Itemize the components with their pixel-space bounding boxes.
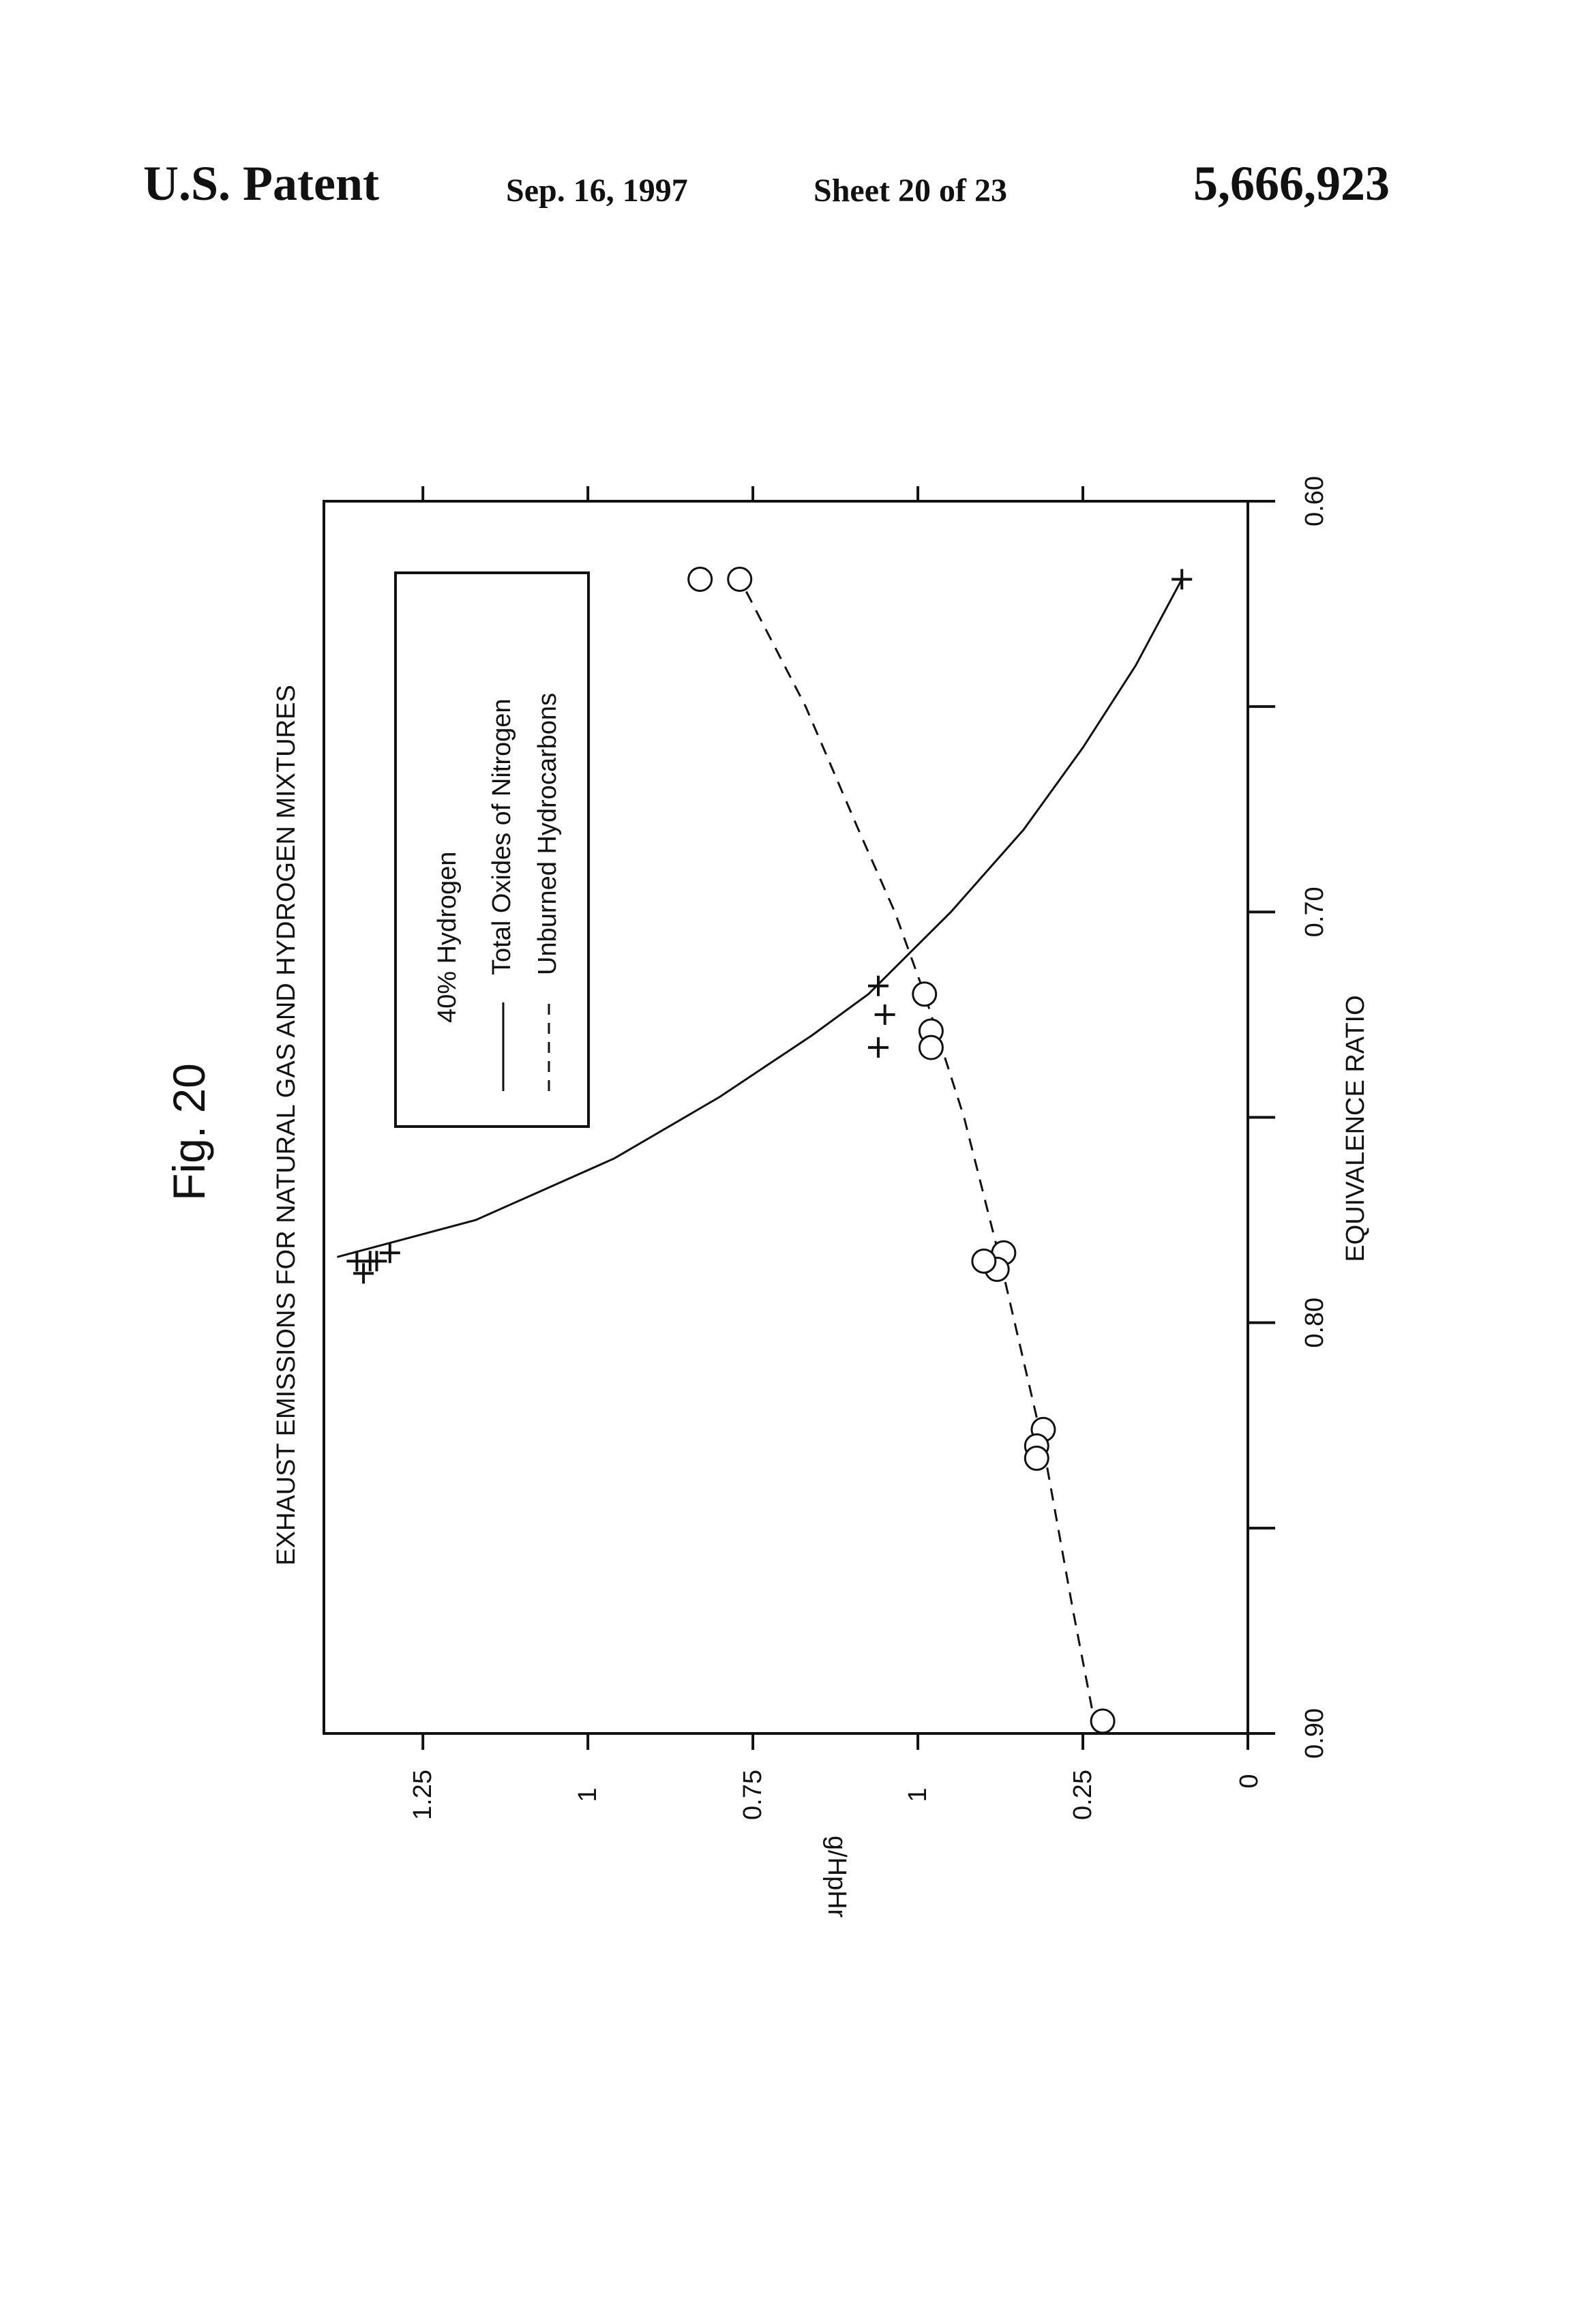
y-tick-label: 1.25 <box>408 1770 437 1820</box>
x-tick-label: 0.60 <box>1300 476 1329 526</box>
hc-point <box>728 567 751 591</box>
hc-fit-curve <box>746 592 1092 1713</box>
hc-point <box>1025 1446 1048 1470</box>
legend-entry-hc: Unburned Hydrocarbons <box>533 693 562 975</box>
nox-point <box>868 976 889 996</box>
nox-point <box>875 1004 895 1025</box>
hc-point <box>919 1036 942 1059</box>
y-tick-label: 1 <box>573 1787 602 1802</box>
x-tick-label: 0.70 <box>1300 887 1329 937</box>
hc-point <box>913 983 936 1006</box>
legend-entry-nox: Total Oxides of Nitrogen <box>488 698 516 975</box>
nox-point <box>868 1037 889 1058</box>
x-tick-label: 0.90 <box>1300 1708 1329 1759</box>
x-tick-label: 0.80 <box>1300 1298 1329 1348</box>
hc-point <box>972 1249 996 1272</box>
chart-title: EXHAUST EMISSIONS FOR NATURAL GAS AND HY… <box>272 685 301 1566</box>
nox-point <box>1171 569 1192 589</box>
hc-point <box>1091 1710 1114 1733</box>
y-tick-label: 1 <box>904 1787 932 1802</box>
y-axis-label: g/HpHr <box>822 1836 851 1918</box>
y-tick-label: 0.75 <box>738 1770 767 1820</box>
x-axis-label: EQUIVALENCE RATIO <box>1341 995 1370 1262</box>
y-tick-label: 0.25 <box>1069 1770 1097 1820</box>
legend-title: 40% Hydrogen <box>433 852 462 1023</box>
y-zero-label: 0 <box>1235 1774 1264 1788</box>
legend: 40% Hydrogen Total Oxides of Nitrogen Un… <box>395 573 588 1127</box>
hc-point <box>689 567 712 591</box>
figure-label: Fig. 20 <box>164 1063 214 1201</box>
